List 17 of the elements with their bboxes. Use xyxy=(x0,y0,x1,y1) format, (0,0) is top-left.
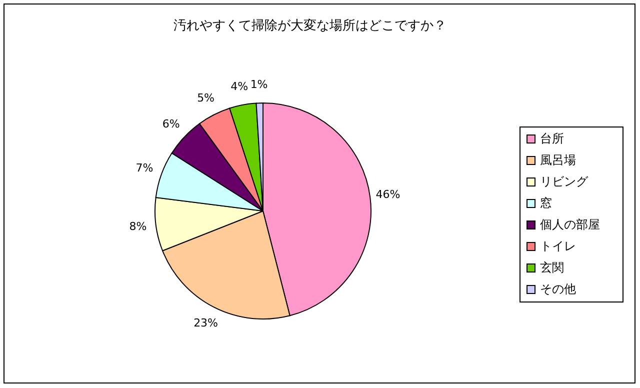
legend-label: 玄関 xyxy=(540,260,564,274)
data-label: 1% xyxy=(250,78,268,92)
legend-label: その他 xyxy=(540,282,576,296)
legend-label: 個人の部屋 xyxy=(540,217,600,232)
data-label: 23% xyxy=(194,316,218,330)
legend-label: リビング xyxy=(540,174,589,188)
data-label: 5% xyxy=(197,92,215,105)
legend-label: 窓 xyxy=(540,196,552,210)
legend-label: 風呂場 xyxy=(540,152,576,167)
data-label: 7% xyxy=(136,161,154,174)
chart-title: 汚れやすくて掃除が大変な場所はどこですか？ xyxy=(174,18,446,34)
legend-label: トイレ xyxy=(540,238,576,253)
data-label: 6% xyxy=(162,118,180,131)
data-label: 8% xyxy=(129,220,147,233)
data-label: 4% xyxy=(230,80,248,94)
data-label: 46% xyxy=(376,188,400,202)
legend-label: 台所 xyxy=(540,131,564,146)
